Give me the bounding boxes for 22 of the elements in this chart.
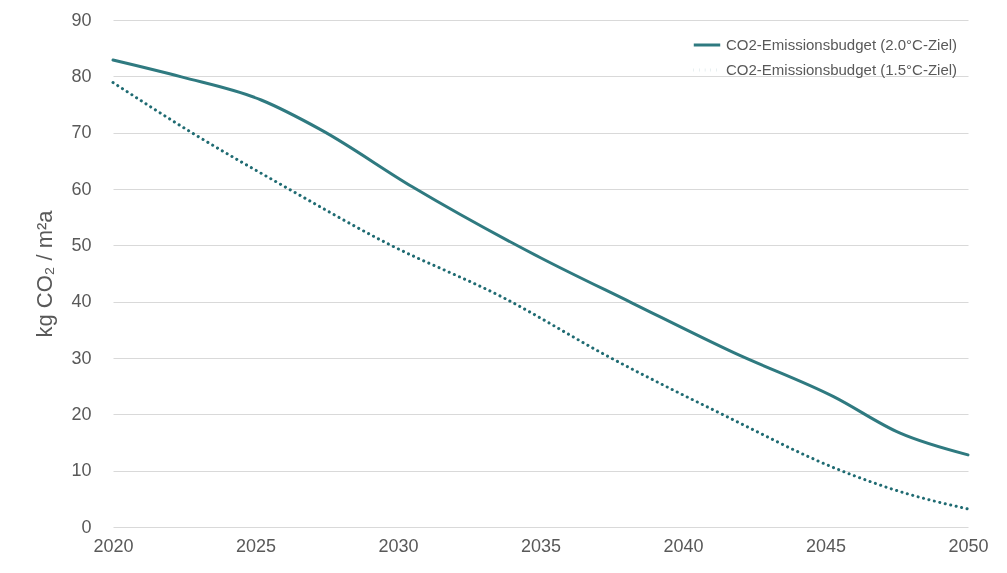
y-tick-label: 80 <box>71 65 92 86</box>
x-tick-label: 2035 <box>520 535 562 556</box>
x-tick-label: 2025 <box>235 535 277 556</box>
y-tick-label: 60 <box>71 178 92 199</box>
legend-label: CO2-Emissionsbudget (2.0°C-Ziel) <box>726 36 958 53</box>
line-series <box>111 81 970 511</box>
y-tick-label: 20 <box>71 403 92 424</box>
y-tick-label: 40 <box>71 291 92 312</box>
x-tick-label: 2040 <box>663 535 704 556</box>
line-series <box>111 58 970 457</box>
x-tick-label: 2020 <box>93 535 134 556</box>
y-tick-label: 50 <box>71 234 92 255</box>
y-tick-label: 90 <box>71 9 92 30</box>
x-tick-label: 2045 <box>805 535 847 556</box>
y-tick-label: 70 <box>71 122 92 143</box>
x-tick-label: 2030 <box>378 535 419 556</box>
y-axis-title: kg CO₂ / m²a <box>32 209 58 338</box>
x-tick-label: 2050 <box>948 535 989 556</box>
y-tick-label: 0 <box>81 516 92 537</box>
legend-label: CO2-Emissionsbudget (1.5°C-Ziel) <box>726 61 958 78</box>
y-tick-label: 10 <box>71 460 92 481</box>
y-tick-label: 30 <box>71 347 92 368</box>
